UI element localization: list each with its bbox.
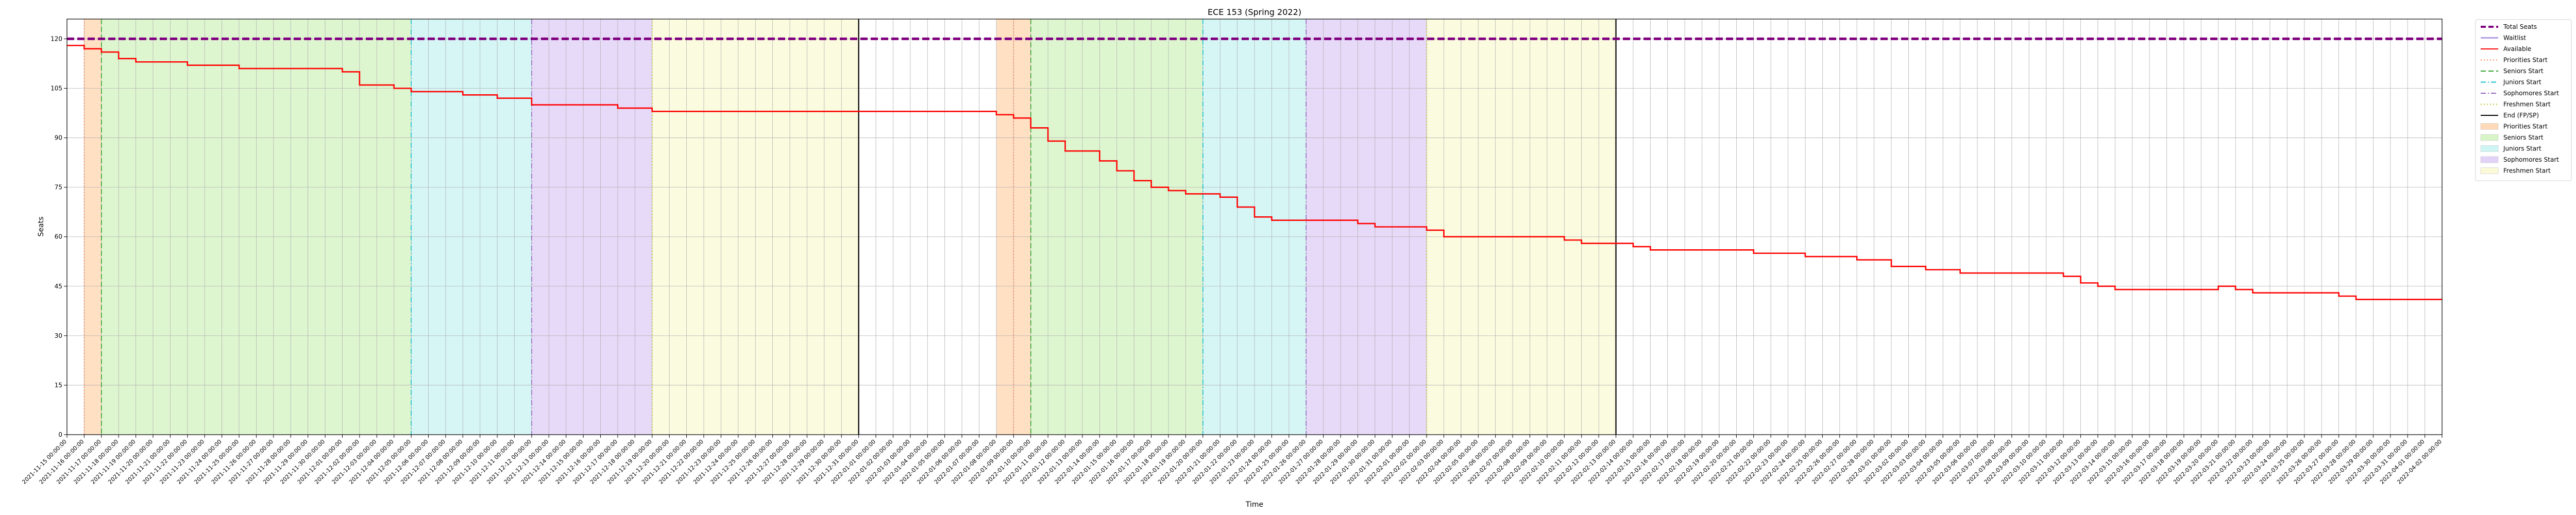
legend-label: Sophomores Start <box>2503 156 2559 163</box>
legend-label: Priorities Start <box>2503 57 2548 64</box>
legend-label: Freshmen Start <box>2503 167 2551 175</box>
legend-label: Freshmen Start <box>2503 101 2551 108</box>
y-tick-label: 90 <box>55 134 62 142</box>
shaded-period <box>1427 19 1616 435</box>
legend-swatch <box>2480 167 2499 174</box>
y-axis: 0 15 30 45 60 75 90 105 120 <box>50 35 67 438</box>
y-tick-label: 60 <box>55 233 62 241</box>
y-tick-label: 0 <box>58 431 62 438</box>
legend-label: Waitlist <box>2503 35 2526 42</box>
shaded-period <box>531 19 652 435</box>
y-tick-label: 105 <box>50 85 62 92</box>
y-tick-label: 75 <box>55 184 62 191</box>
legend-swatch <box>2480 145 2499 152</box>
y-tick-label: 120 <box>50 35 62 42</box>
shaded-period <box>411 19 532 435</box>
legend-swatch <box>2480 123 2499 130</box>
shaded-period <box>84 19 101 435</box>
legend-label: Juniors Start <box>2503 145 2541 152</box>
legend-label: Sophomores Start <box>2503 90 2559 97</box>
chart-title: ECE 153 (Spring 2022) <box>1208 7 1301 17</box>
series-line <box>67 44 2442 300</box>
x-axis-label: Time <box>1245 501 1263 509</box>
legend-label: Priorities Start <box>2503 123 2548 130</box>
legend-label: Available <box>2503 45 2531 53</box>
legend-label: Seniors Start <box>2503 134 2544 141</box>
legend: Total Seats Waitlist Available Priorities S… <box>2475 19 2572 181</box>
y-tick-label: 15 <box>55 382 62 389</box>
legend-swatch <box>2480 156 2499 163</box>
legend-label: Total Seats <box>2503 23 2537 30</box>
y-tick-label: 45 <box>55 283 62 290</box>
series <box>67 37 2442 300</box>
legend-box <box>2475 19 2572 181</box>
plot-area <box>66 19 2443 435</box>
y-axis-label: Seats <box>37 217 45 237</box>
legend-swatch <box>2480 134 2499 141</box>
reference-lines <box>83 19 1617 435</box>
legend-label: End (FP/SP) <box>2503 112 2539 119</box>
legend-label: Juniors Start <box>2503 79 2541 86</box>
y-tick-label: 30 <box>55 332 62 339</box>
legend-label: Seniors Start <box>2503 67 2544 75</box>
